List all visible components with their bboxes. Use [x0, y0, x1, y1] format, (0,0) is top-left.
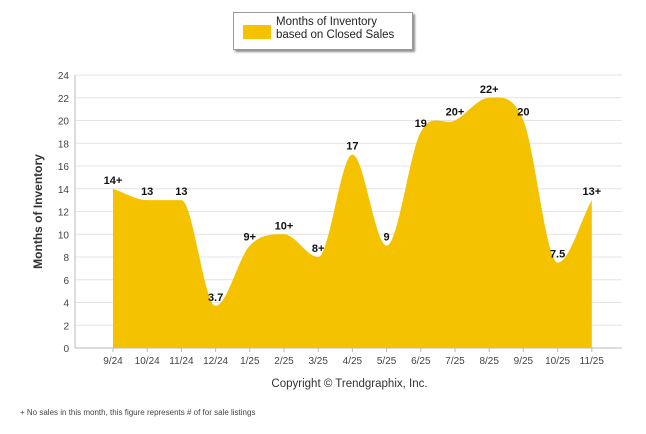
x-tick-label: 12/24 — [203, 356, 228, 367]
y-tick-label: 0 — [63, 344, 69, 355]
x-tick-label: 6/25 — [411, 356, 431, 367]
data-label: 10+ — [275, 220, 294, 232]
x-tick-label: 4/25 — [343, 356, 363, 367]
y-tick-label: 18 — [58, 139, 70, 150]
y-tick-label: 6 — [63, 276, 69, 287]
chart-footnote: + No sales in this month, this figure re… — [20, 408, 256, 417]
y-tick-label: 8 — [63, 253, 69, 264]
y-tick-label: 2 — [63, 321, 69, 332]
x-tick-label: 1/25 — [240, 356, 260, 367]
x-tick-label: 5/25 — [377, 356, 397, 367]
data-label: 9+ — [244, 232, 257, 244]
x-tick-label: 11/25 — [580, 356, 605, 367]
y-tick-label: 10 — [58, 230, 70, 241]
x-tick-label: 7/25 — [445, 356, 465, 367]
legend-label: Months of Inventory based on Closed Sale… — [276, 16, 395, 41]
y-tick-label: 24 — [58, 71, 70, 82]
y-axis-title: Months of Inventory — [31, 154, 45, 269]
y-tick-label: 20 — [58, 117, 70, 128]
x-tick-label: 9/24 — [103, 356, 123, 367]
x-tick-label: 10/24 — [135, 356, 160, 367]
x-tick-label: 3/25 — [308, 356, 328, 367]
y-tick-label: 14 — [58, 185, 70, 196]
data-label: 22+ — [480, 84, 499, 96]
data-label: 19 — [415, 118, 427, 130]
data-label: 7.5 — [550, 249, 565, 261]
data-label: 13 — [141, 186, 153, 198]
data-label: 13 — [175, 186, 187, 198]
data-label: 14+ — [104, 175, 123, 187]
x-tick-label: 9/25 — [514, 356, 534, 367]
x-tick-label: 11/24 — [169, 356, 194, 367]
x-tick-label: 2/25 — [274, 356, 294, 367]
data-label: 9 — [384, 232, 390, 244]
chart-legend: Months of Inventory based on Closed Sale… — [233, 12, 413, 50]
x-tick-label: 10/25 — [545, 356, 570, 367]
data-label: 8+ — [312, 243, 325, 255]
x-axis-title: Copyright © Trendgraphix, Inc. — [271, 378, 427, 390]
data-label: 20+ — [446, 107, 465, 119]
data-label: 3.7 — [208, 292, 223, 304]
y-tick-label: 12 — [58, 208, 70, 219]
legend-swatch — [243, 25, 271, 39]
area-series-fill — [113, 97, 592, 349]
x-tick-label: 8/25 — [479, 356, 499, 367]
y-tick-label: 22 — [58, 94, 70, 105]
y-tick-label: 4 — [63, 299, 69, 310]
data-label: 20 — [517, 107, 529, 119]
y-tick-label: 16 — [58, 162, 70, 173]
data-label: 13+ — [582, 186, 601, 198]
data-label: 17 — [346, 141, 358, 153]
